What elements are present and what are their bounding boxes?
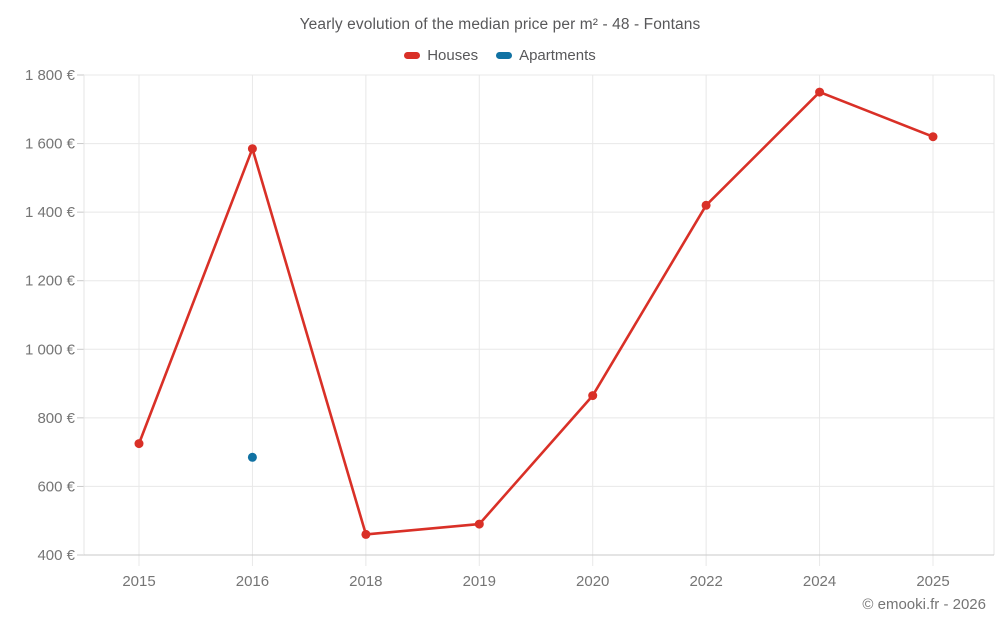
houses-data-point[interactable] bbox=[134, 439, 144, 449]
houses-data-point[interactable] bbox=[474, 519, 484, 529]
attribution-text: © emooki.fr - 2026 bbox=[862, 596, 986, 613]
houses-data-point[interactable] bbox=[928, 132, 938, 142]
y-tick-label: 1 000 € bbox=[25, 341, 76, 358]
houses-data-point[interactable] bbox=[361, 529, 371, 539]
legend-label-apartments: Apartments bbox=[519, 47, 596, 64]
houses-data-point[interactable] bbox=[815, 87, 825, 97]
legend-item-houses[interactable]: Houses bbox=[404, 47, 478, 64]
apartments-series-swatch-icon bbox=[496, 52, 513, 59]
legend-item-apartments[interactable]: Apartments bbox=[496, 47, 596, 64]
houses-data-point[interactable] bbox=[247, 144, 257, 154]
x-tick-label: 2016 bbox=[236, 573, 269, 590]
x-tick-label: 2020 bbox=[576, 573, 609, 590]
y-tick-label: 1 600 € bbox=[25, 136, 76, 153]
houses-data-point[interactable] bbox=[701, 200, 711, 210]
y-tick-label: 600 € bbox=[37, 478, 75, 495]
houses-data-point[interactable] bbox=[588, 391, 598, 401]
y-tick-label: 800 € bbox=[37, 410, 75, 427]
y-tick-label: 1 200 € bbox=[25, 273, 76, 290]
y-tick-label: 1 400 € bbox=[25, 204, 76, 221]
x-tick-label: 2018 bbox=[349, 573, 382, 590]
houses-series-swatch-icon bbox=[404, 52, 421, 59]
x-tick-label: 2022 bbox=[689, 573, 722, 590]
x-tick-label: 2025 bbox=[916, 573, 949, 590]
x-tick-label: 2015 bbox=[122, 573, 155, 590]
legend-label-houses: Houses bbox=[427, 47, 479, 64]
y-tick-label: 1 800 € bbox=[25, 67, 76, 84]
y-tick-label: 400 € bbox=[37, 547, 75, 564]
chart-title: Yearly evolution of the median price per… bbox=[299, 16, 701, 33]
x-tick-label: 2019 bbox=[463, 573, 496, 590]
apartments-data-point[interactable] bbox=[247, 452, 257, 462]
legend: Houses Apartments bbox=[0, 47, 1000, 64]
x-tick-label: 2024 bbox=[803, 573, 836, 590]
houses-series-line bbox=[137, 90, 935, 536]
